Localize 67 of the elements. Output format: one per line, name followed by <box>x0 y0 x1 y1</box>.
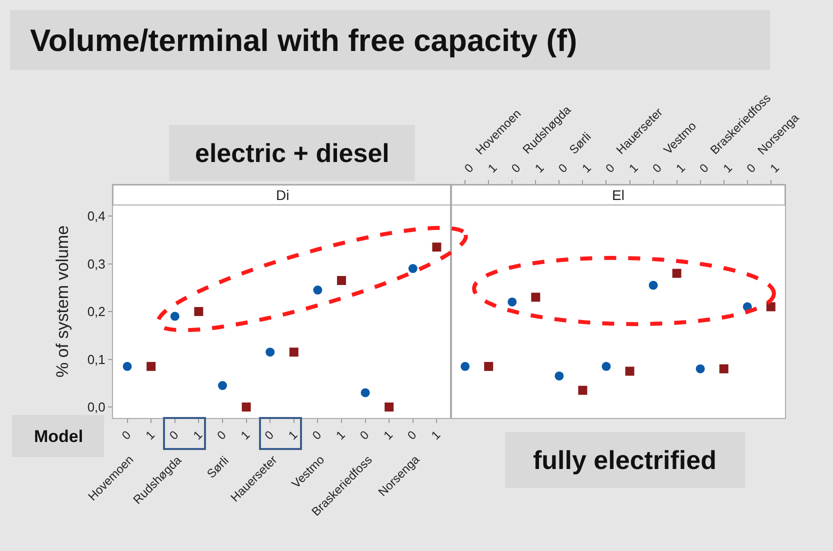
x-tick-label: 1 <box>238 428 253 442</box>
x-tick-label: 1 <box>333 428 348 442</box>
point <box>408 264 418 274</box>
x-tick-label: 0 <box>262 428 277 442</box>
text: Model <box>34 427 84 446</box>
point <box>337 276 346 285</box>
point <box>719 364 728 374</box>
point <box>625 366 634 376</box>
y-tick-label: 0,2 <box>87 304 106 320</box>
x-tick-label: 0 <box>119 428 134 442</box>
x-tick-label: 0 <box>214 428 230 442</box>
chart-subtitle: Di <box>276 187 290 203</box>
point <box>696 364 705 374</box>
x-tick-label: 1 <box>485 160 500 176</box>
point <box>484 362 494 371</box>
y-tick-label: 0,4 <box>87 208 106 224</box>
y-tick-label: 0,0 <box>87 400 106 415</box>
x-tick-label: 0 <box>166 428 182 442</box>
x-tick-label: 0 <box>357 428 372 442</box>
point <box>242 402 251 412</box>
x-tick-label: 0 <box>309 428 324 442</box>
point <box>194 307 204 316</box>
x-tick-label: 0 <box>462 160 476 176</box>
point <box>508 297 517 306</box>
point <box>531 292 540 302</box>
point <box>432 242 442 252</box>
x-tick-label: 1 <box>673 160 688 176</box>
x-tick-label: 1 <box>626 160 642 176</box>
point <box>170 312 180 321</box>
x-tick-label: 1 <box>190 428 206 442</box>
point <box>313 286 322 295</box>
point <box>460 362 470 371</box>
y-tick-label: 0,1 <box>87 352 106 367</box>
chart-subtitle: El <box>612 187 624 203</box>
x-tick-label: 0 <box>404 428 420 442</box>
point <box>648 280 658 290</box>
x-tick-label: 1 <box>767 160 782 176</box>
point <box>384 402 394 412</box>
point <box>766 302 776 312</box>
x-tick-label: 0 <box>744 160 759 176</box>
point <box>578 386 588 395</box>
text: electric + diesel <box>195 138 390 168</box>
x-tick-label: 1 <box>380 428 396 442</box>
x-tick-label: 1 <box>428 428 444 442</box>
point <box>218 381 227 390</box>
x-tick-label: 1 <box>532 160 547 176</box>
y-axis-title: % of system volume <box>52 225 72 378</box>
x-tick-label: 1 <box>720 160 736 176</box>
text: fully electrified <box>533 445 716 475</box>
y-tick-label: 0,3 <box>87 256 106 272</box>
point <box>289 348 298 357</box>
x-tick-label: 0 <box>556 160 571 176</box>
point <box>554 371 564 380</box>
point <box>146 362 156 371</box>
point <box>672 268 682 278</box>
x-tick-label: 1 <box>142 428 158 442</box>
x-tick-label: 0 <box>650 160 665 176</box>
x-tick-label: 1 <box>286 428 300 442</box>
chart-title: Volume/terminal with free capacity (f) <box>30 23 578 58</box>
x-tick-label: 1 <box>579 160 594 176</box>
point <box>602 362 611 371</box>
x-tick-label: 0 <box>696 160 712 176</box>
x-tick-label: 0 <box>602 160 618 176</box>
x-tick-label: 0 <box>508 160 524 176</box>
point <box>266 348 275 357</box>
point <box>360 388 370 398</box>
point <box>122 362 132 371</box>
